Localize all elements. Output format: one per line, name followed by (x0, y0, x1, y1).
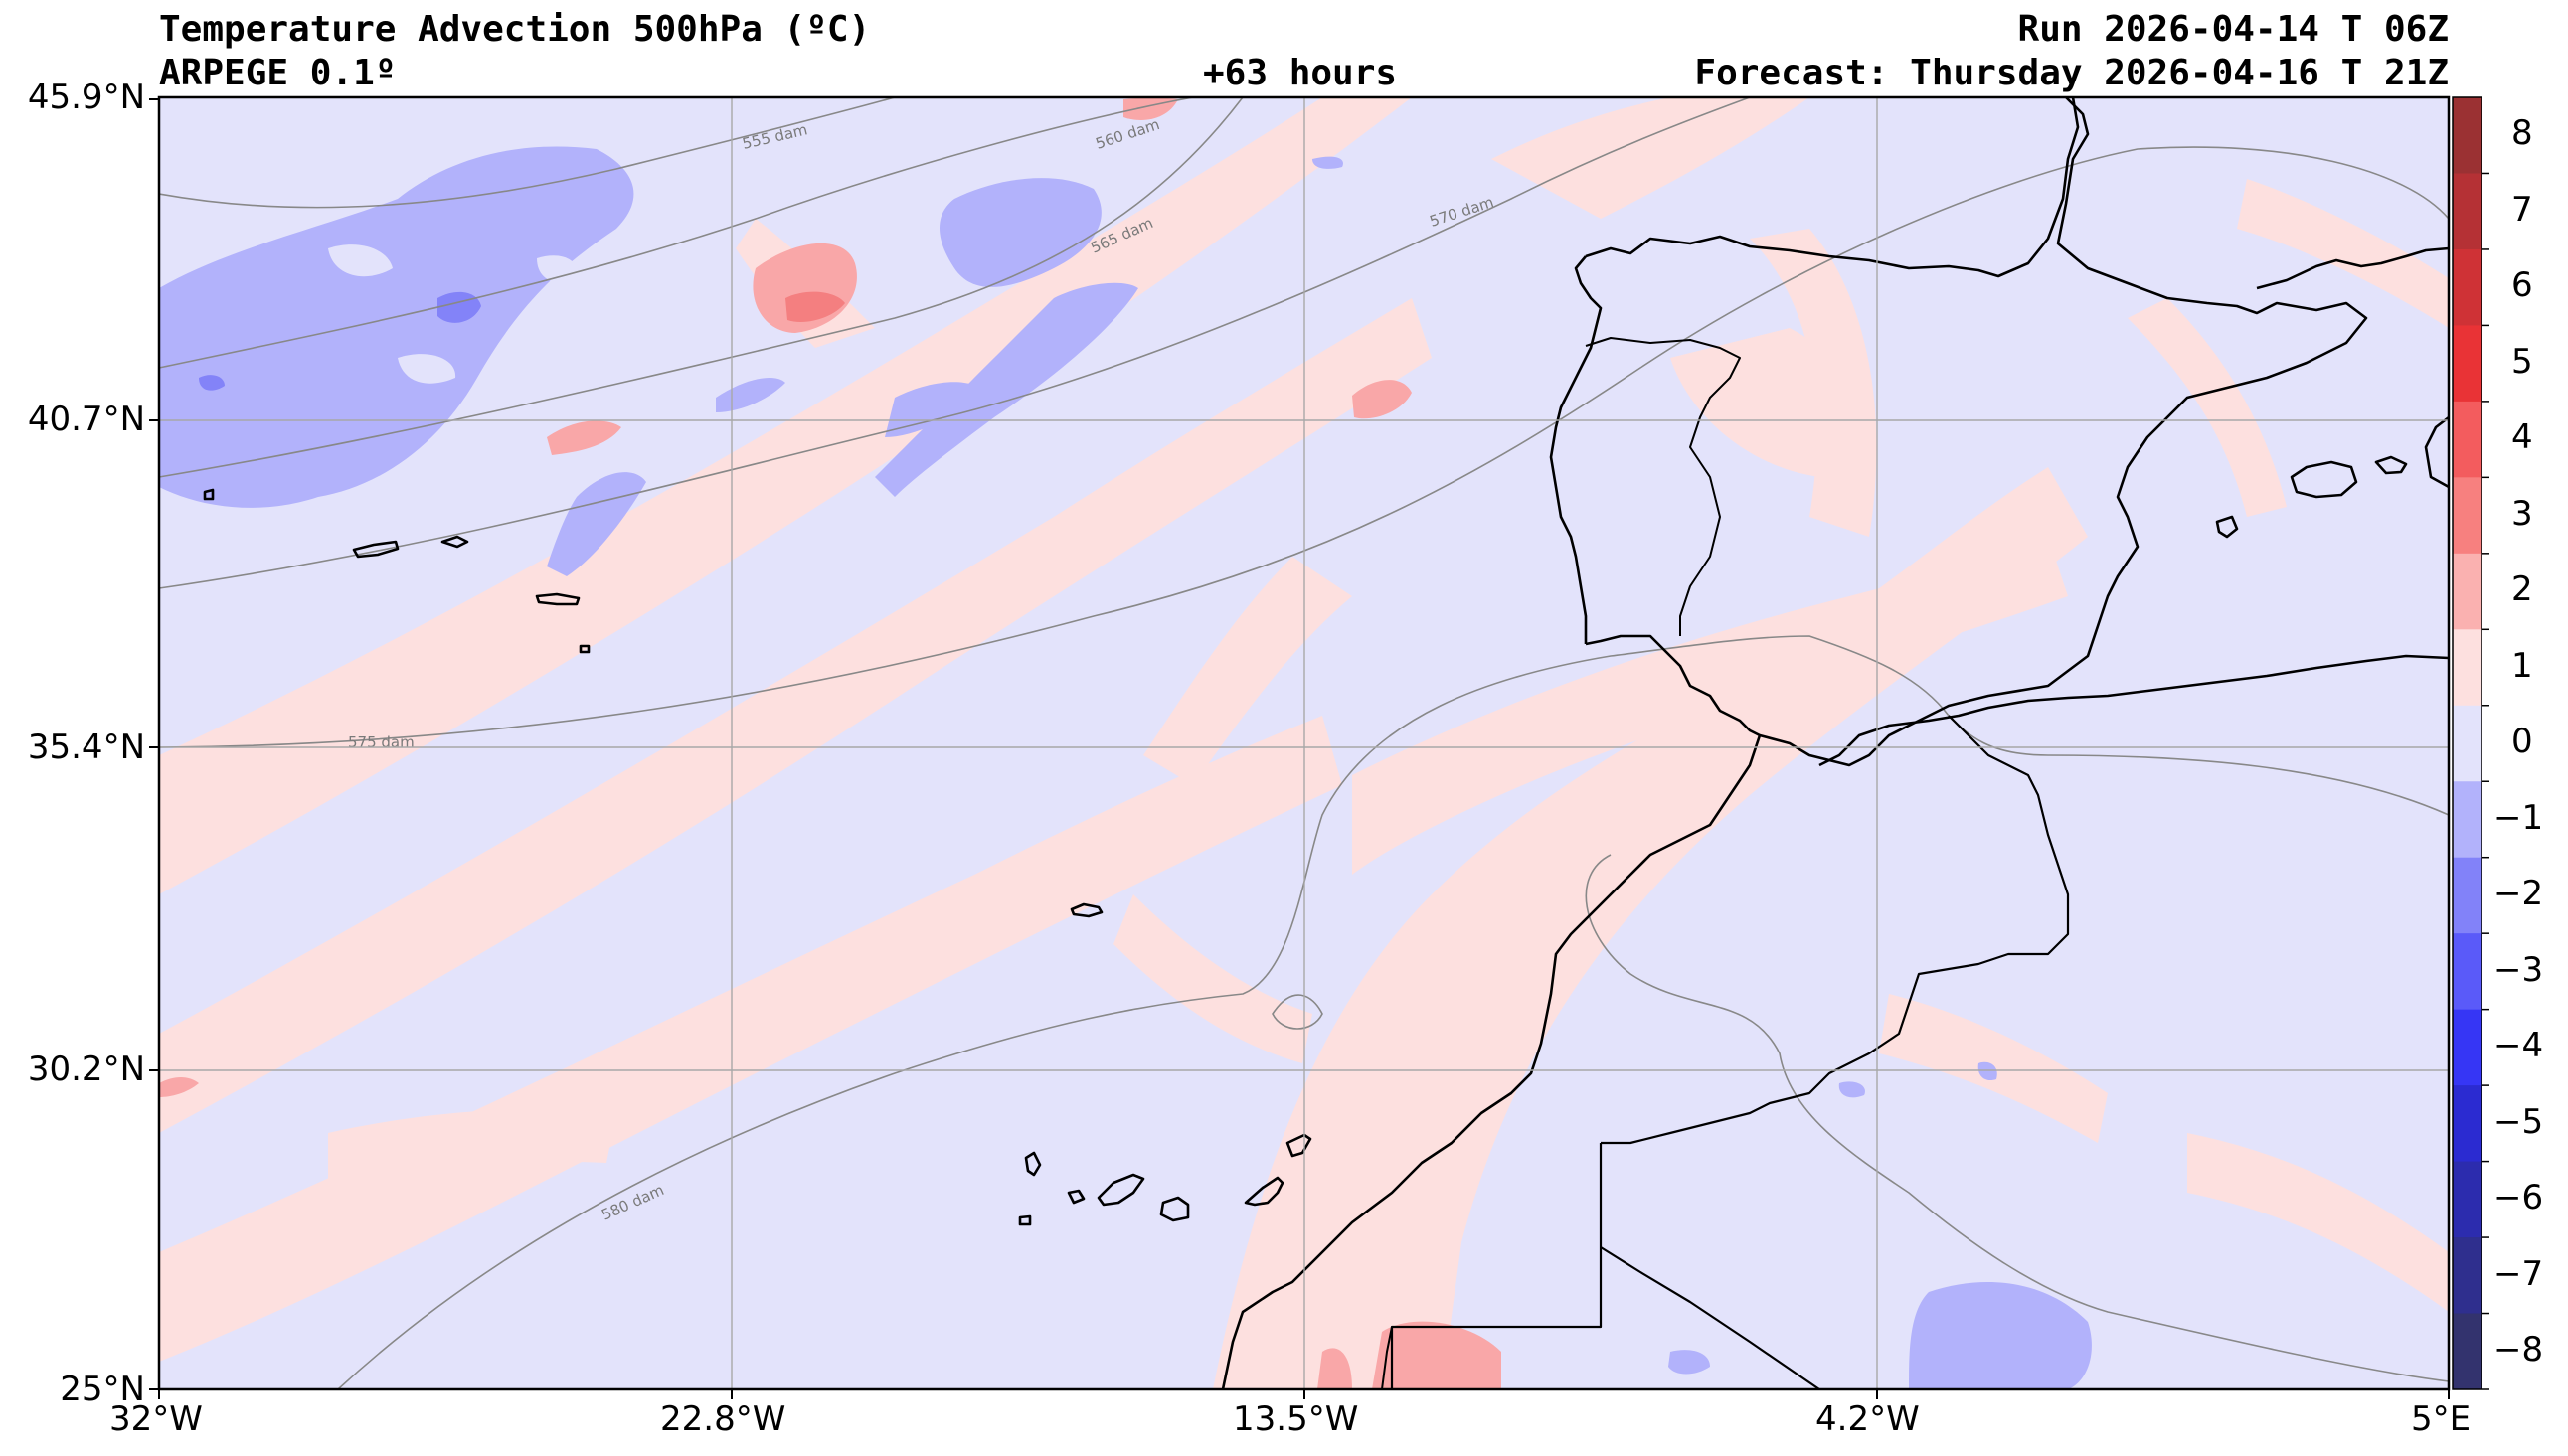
lat-label-30-2: 30.2°N (27, 1050, 145, 1089)
colorbar-frame (2452, 96, 2482, 1390)
lat-label-40-7: 40.7°N (27, 400, 145, 439)
colorbar-swatch (2453, 401, 2482, 478)
height-contours (159, 97, 2449, 1389)
colorbar-swatch (2453, 248, 2482, 326)
colorbar-swatch (2453, 1085, 2482, 1163)
colorbar-tick-label: −5 (2493, 1101, 2544, 1142)
map-title: Temperature Advection 500hPa (ºC) (159, 9, 871, 50)
colorbar-tick-label: −6 (2493, 1178, 2544, 1218)
colorbar-tick-label: 0 (2511, 722, 2533, 762)
lon-label-5e: 5°E (2411, 1399, 2472, 1439)
lon-label-4-2w: 4.2°W (1815, 1399, 1920, 1439)
colorbar-swatch (2453, 1237, 2482, 1315)
run-time: Run 2026-04-14 T 06Z (2017, 9, 2449, 50)
colorbar-tick-label: 8 (2511, 113, 2533, 154)
strong-warm-spots (159, 97, 1501, 1389)
colorbar-tick-label: 5 (2511, 341, 2533, 382)
coastlines (203, 97, 2449, 1389)
lon-label-22-8w: 22.8°W (660, 1399, 786, 1439)
lead-time: +63 hours (1203, 53, 1398, 93)
lon-label-13-5w: 13.5°W (1233, 1399, 1359, 1439)
colorbar-tick-label: 2 (2511, 569, 2533, 610)
graticule (159, 97, 2449, 1389)
colorbar-swatch (2453, 933, 2482, 1011)
axis-ticks (149, 98, 2450, 1399)
colorbar-swatch (2453, 1009, 2482, 1086)
lat-label-45-9: 45.9°N (27, 78, 145, 117)
cold-advection-areas (159, 146, 2092, 1389)
model-label: ARPEGE 0.1º (159, 53, 397, 93)
colorbar-tick-label: 3 (2511, 493, 2533, 534)
colorbar-tick-label: −4 (2493, 1026, 2544, 1066)
colorbar-tick-label: 6 (2511, 265, 2533, 306)
colorbar-swatch (2453, 629, 2482, 707)
lat-label-35-4: 35.4°N (27, 728, 145, 767)
colorbar-swatch (2453, 705, 2482, 782)
colorbar-swatch (2453, 325, 2482, 403)
warm-core-spot (785, 291, 845, 323)
colorbar-swatch (2453, 857, 2482, 934)
colorbar-tick-label: −1 (2493, 797, 2544, 838)
lon-label-32w: 32°W (109, 1399, 203, 1439)
colorbar-tick-label: −3 (2493, 949, 2544, 990)
colorbar-swatch (2453, 1313, 2482, 1390)
colorbar-tick-label: 7 (2511, 189, 2533, 230)
colorbar-swatch (2453, 173, 2482, 250)
colorbar-tick-label: −8 (2493, 1330, 2544, 1370)
contour-label-575: 575 dam (348, 733, 415, 751)
lat-label-25: 25°N (60, 1370, 145, 1409)
colorbar-swatch (2453, 553, 2482, 630)
colorbar-tick-label: −2 (2493, 874, 2544, 914)
colorbar-swatch (2453, 477, 2482, 555)
warm-advection-areas (159, 97, 2449, 1389)
colorbar (2453, 97, 2489, 1390)
forecast-time: Forecast: Thursday 2026-04-16 T 21Z (1694, 53, 2449, 93)
colorbar-swatch (2453, 1161, 2482, 1238)
neutral-patches (328, 244, 578, 384)
colorbar-tick-label: 1 (2511, 645, 2533, 686)
colorbar-swatch (2453, 97, 2482, 174)
colorbar-tick-label: 4 (2511, 417, 2533, 458)
colorbar-tick-label: −7 (2493, 1253, 2544, 1294)
colorbar-swatch (2453, 781, 2482, 859)
